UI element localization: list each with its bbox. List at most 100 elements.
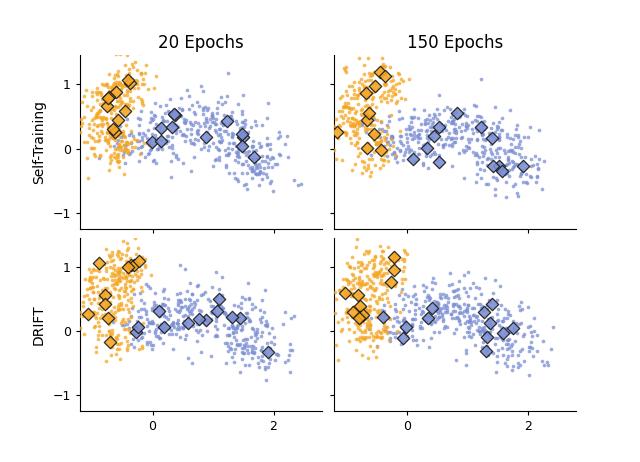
Point (158, 306, 168, 313)
Point (350, 122, 360, 129)
Point (435, 293, 445, 301)
Point (258, 169, 268, 176)
Point (95, 292, 105, 299)
Point (362, 320, 372, 327)
Point (150, 132, 160, 139)
Point (226, 112, 236, 119)
Point (460, 346, 470, 354)
Point (103, 302, 113, 309)
Point (495, 333, 506, 340)
Point (158, 301, 168, 308)
Point (446, 118, 456, 126)
Point (168, 318, 178, 325)
Point (472, 136, 482, 143)
Point (262, 364, 273, 371)
Point (502, 134, 512, 141)
Point (348, 281, 358, 288)
Point (138, 319, 148, 327)
Point (232, 177, 243, 184)
Point (348, 104, 358, 112)
Point (360, 116, 371, 123)
Point (100, 137, 110, 144)
Point (118, 275, 129, 282)
Point (476, 290, 486, 298)
Point (349, 120, 360, 128)
Point (354, 279, 364, 286)
Point (211, 311, 221, 318)
Point (255, 144, 265, 151)
Point (477, 317, 488, 324)
Point (163, 316, 173, 323)
Point (136, 305, 146, 313)
Point (349, 79, 359, 86)
Point (262, 348, 273, 356)
Point (429, 148, 439, 155)
Point (477, 303, 487, 310)
Point (422, 141, 432, 148)
Point (367, 156, 377, 163)
Point (360, 334, 371, 342)
Point (369, 263, 380, 270)
Point (231, 142, 241, 150)
Point (394, 70, 404, 78)
Point (497, 335, 508, 342)
Point (381, 294, 392, 302)
Point (65, 133, 76, 140)
Point (104, 315, 114, 322)
Point (127, 267, 137, 274)
Point (352, 129, 362, 137)
Point (492, 317, 502, 325)
Point (454, 294, 464, 302)
Point (117, 322, 127, 329)
Point (109, 303, 120, 310)
Point (342, 91, 353, 99)
Point (399, 275, 410, 282)
Point (280, 309, 290, 316)
Point (243, 185, 253, 193)
Point (212, 98, 223, 105)
Point (513, 134, 524, 141)
Point (117, 83, 127, 91)
Point (420, 140, 430, 147)
Point (108, 125, 118, 132)
Point (482, 305, 492, 312)
Point (179, 131, 189, 139)
Point (392, 158, 403, 166)
Point (100, 358, 111, 365)
Point (250, 328, 260, 336)
Point (374, 293, 384, 301)
Point (109, 272, 120, 280)
Point (351, 243, 361, 251)
Point (159, 294, 169, 302)
Point (125, 340, 136, 347)
Point (247, 166, 257, 173)
Point (357, 170, 367, 177)
Point (196, 82, 206, 90)
Point (250, 158, 260, 166)
Point (385, 334, 396, 341)
Point (354, 54, 364, 61)
Point (357, 80, 367, 88)
Point (145, 285, 155, 292)
Point (463, 292, 474, 299)
Point (451, 314, 461, 321)
Point (491, 174, 501, 181)
Point (516, 319, 526, 327)
Point (376, 334, 386, 341)
Point (87, 92, 97, 100)
Point (284, 352, 294, 359)
Point (470, 341, 480, 348)
Point (132, 244, 143, 251)
Point (130, 58, 140, 66)
Point (422, 131, 432, 139)
Point (180, 118, 190, 126)
Point (493, 144, 504, 152)
Point (391, 99, 401, 107)
Point (447, 140, 457, 147)
Point (254, 306, 264, 313)
Point (345, 263, 355, 270)
Point (132, 137, 143, 144)
Point (488, 120, 498, 127)
Point (492, 150, 502, 157)
Point (380, 79, 390, 87)
